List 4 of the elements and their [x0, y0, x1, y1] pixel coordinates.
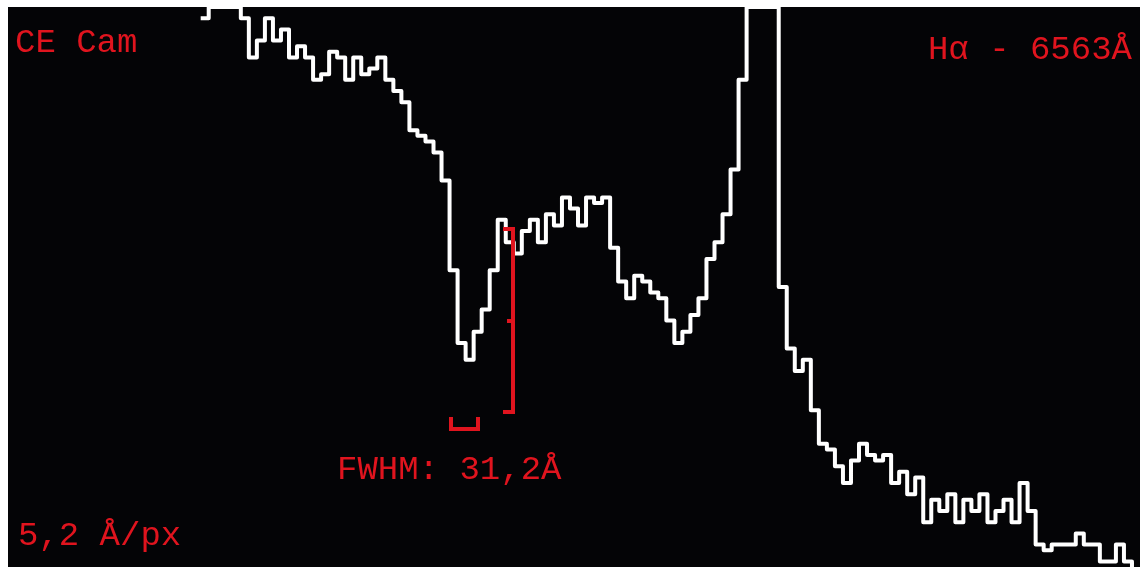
text: CE Cam [15, 24, 138, 62]
annotation: Hα - 6563Å [927, 31, 1133, 69]
annotation: FWHM: 31,2Å [337, 451, 563, 489]
annotation: 5,2 Å/px [18, 517, 182, 555]
